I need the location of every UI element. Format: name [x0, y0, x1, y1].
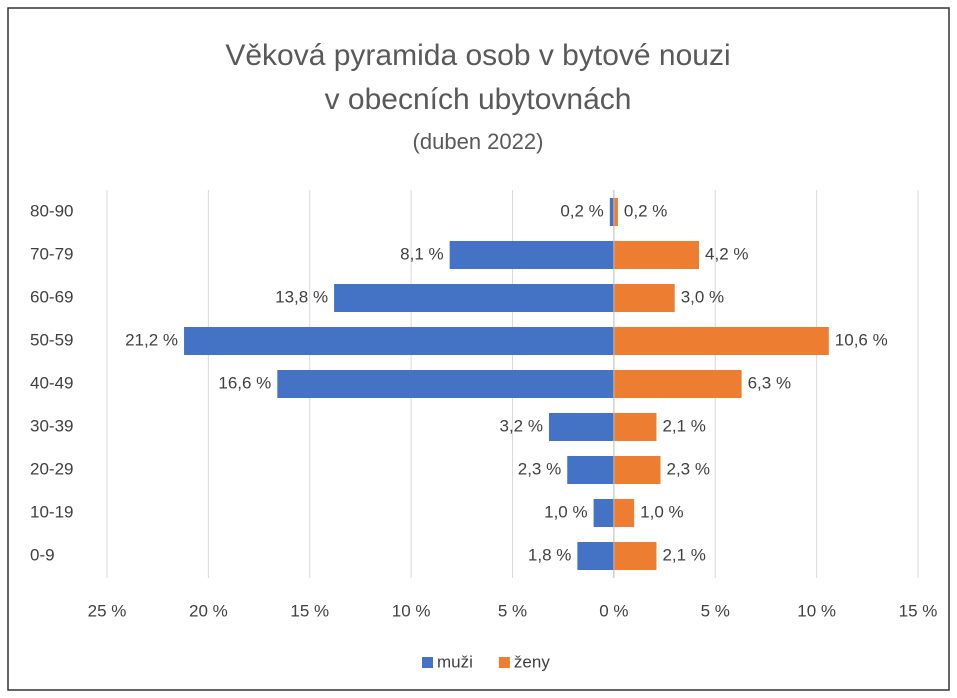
data-label: 3,0 % — [681, 287, 724, 306]
bar — [613, 327, 829, 355]
y-tick-label: 40-49 — [30, 373, 73, 392]
chart-title: Věková pyramida osob v bytové nouzi — [225, 39, 730, 72]
data-label: 2,1 % — [662, 545, 705, 564]
data-label: 6,3 % — [748, 373, 791, 392]
y-tick-label: 70-79 — [30, 244, 73, 263]
data-label: 21,2 % — [125, 330, 178, 349]
data-label: 2,3 % — [518, 459, 561, 478]
data-label: 8,1 % — [400, 244, 443, 263]
x-tick-label: 5 % — [498, 601, 527, 620]
bar — [613, 241, 700, 269]
bar — [184, 327, 614, 355]
bar — [577, 542, 614, 570]
bar — [613, 456, 661, 484]
data-label: 3,2 % — [500, 416, 543, 435]
chart-subtitle: (duben 2022) — [413, 129, 544, 154]
x-tick-label: 10 % — [797, 601, 836, 620]
legend-swatch — [422, 657, 433, 668]
bar — [609, 198, 614, 226]
x-tick-label: 0 % — [599, 601, 628, 620]
x-tick-label: 5 % — [701, 601, 730, 620]
x-tick-label: 15 % — [899, 601, 938, 620]
bar — [277, 370, 614, 398]
bar — [613, 370, 742, 398]
y-tick-label: 50-59 — [30, 330, 73, 349]
bar — [613, 542, 657, 570]
bar — [613, 413, 657, 441]
bar — [567, 456, 614, 484]
data-label: 10,6 % — [835, 330, 888, 349]
legend-swatch — [498, 657, 510, 668]
x-tick-label: 20 % — [189, 601, 228, 620]
data-label: 2,3 % — [667, 459, 710, 478]
data-label: 0,2 % — [624, 201, 667, 220]
chart-title: v obecních ubytovnách — [325, 83, 632, 116]
x-tick-label: 10 % — [392, 601, 431, 620]
bar — [593, 499, 614, 527]
bar — [613, 198, 618, 226]
y-tick-label: 80-90 — [30, 201, 73, 220]
bar — [613, 284, 675, 312]
y-tick-label: 10-19 — [30, 502, 73, 521]
x-tick-label: 25 % — [88, 601, 127, 620]
bar — [548, 413, 614, 441]
data-label: 4,2 % — [705, 244, 748, 263]
bar — [613, 499, 635, 527]
x-tick-label: 15 % — [290, 601, 329, 620]
legend-label: ženy — [514, 652, 550, 671]
y-tick-label: 60-69 — [30, 287, 73, 306]
data-label: 1,0 % — [544, 502, 587, 521]
bar — [334, 284, 614, 312]
data-label: 0,2 % — [560, 201, 603, 220]
data-label: 1,0 % — [640, 502, 683, 521]
data-label: 1,8 % — [528, 545, 571, 564]
data-label: 16,6 % — [218, 373, 271, 392]
y-tick-label: 30-39 — [30, 416, 73, 435]
y-tick-label: 0-9 — [30, 545, 55, 564]
data-label: 2,1 % — [662, 416, 705, 435]
bar — [449, 241, 614, 269]
legend-label: muži — [437, 652, 473, 671]
y-tick-label: 20-29 — [30, 459, 73, 478]
data-label: 13,8 % — [275, 287, 328, 306]
